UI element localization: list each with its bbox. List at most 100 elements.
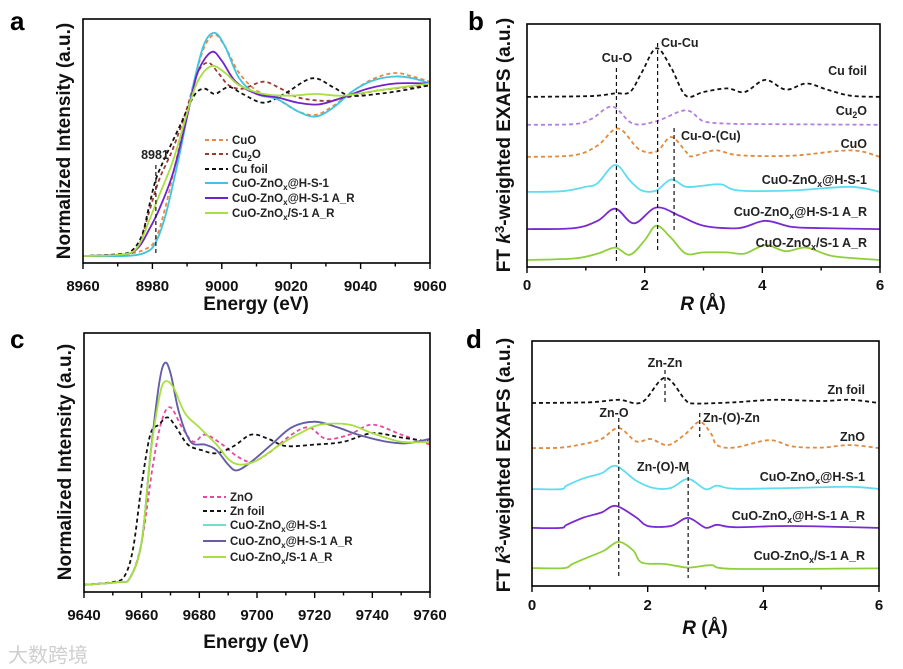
legend-item: ZnO xyxy=(203,492,253,504)
series-label: CuO-ZnOx@H-S-1 xyxy=(760,470,865,486)
legend-label: CuO-ZnOx/S-1 A_R xyxy=(232,208,335,222)
legend-item: CuO-ZnOx@H-S-1 A_R xyxy=(203,536,353,550)
series-line-cuo-znox-s-1-a-r xyxy=(82,64,431,257)
x-tick-label: 0 xyxy=(528,597,536,614)
legend-label: Cu foil xyxy=(232,164,268,176)
series-line-cu-foil xyxy=(82,77,431,257)
x-axis-title-d: R (Å) xyxy=(682,618,727,639)
series-line-cu2o xyxy=(82,61,431,257)
series-line-cuo xyxy=(526,127,881,158)
legend-label: ZnO xyxy=(230,492,253,504)
x-tick-label: 9640 xyxy=(67,607,100,624)
legend-item: Cu foil xyxy=(205,164,268,176)
x-tick-label: 9740 xyxy=(356,607,389,624)
annotation-label: Zn-Zn xyxy=(648,356,683,370)
series-line-cuo-znox-h-s-1-a-r xyxy=(526,206,881,230)
panel-letter-a: a xyxy=(10,6,25,36)
series-line-zno xyxy=(531,421,880,449)
legend-label: Zn foil xyxy=(230,506,265,518)
x-tick-label: 2 xyxy=(643,597,651,614)
legend-item: Zn foil xyxy=(203,506,265,518)
series-line-cuo-znox-h-s-1 xyxy=(526,164,881,193)
series-label: CuO-ZnOx@H-S-1 A_R xyxy=(734,205,867,221)
legend-item: Cu2O xyxy=(205,149,261,163)
panel-letter-c: c xyxy=(10,324,24,354)
legend-item: CuO-ZnOx@H-S-1 xyxy=(205,178,329,192)
series-label: CuO-ZnOx/S-1 A_R xyxy=(754,549,865,565)
annotation-label: Cu-O xyxy=(602,51,633,65)
series-label: CuO-ZnOx/S-1 A_R xyxy=(756,236,867,252)
legend-label: Cu2O xyxy=(232,149,261,163)
x-tick-label: 4 xyxy=(759,597,768,614)
panel-letter-b: b xyxy=(468,6,484,36)
x-tick-label: 4 xyxy=(758,277,767,294)
panel-letter-d: d xyxy=(466,324,482,354)
legend-label: CuO-ZnOx@H-S-1 xyxy=(232,178,329,192)
series-group xyxy=(531,376,880,570)
x-tick-label: 9680 xyxy=(183,607,216,624)
series-label: CuO-ZnOx@H-S-1 xyxy=(762,173,867,189)
legend-item: CuO xyxy=(205,135,256,147)
series-label: Zn foil xyxy=(828,383,866,397)
x-tick-label: 9720 xyxy=(298,607,331,624)
x-tick-label: 6 xyxy=(875,597,883,614)
series-label: CuO-ZnOx@H-S-1 A_R xyxy=(732,509,865,525)
x-tick-label: 6 xyxy=(876,277,884,294)
x-tick-label: 8960 xyxy=(66,278,99,295)
x-tick-label: 9020 xyxy=(275,278,308,295)
y-axis-title-a: Normalized Intensity (a.u.) xyxy=(54,23,75,259)
legend-label: CuO-ZnOx/S-1 A_R xyxy=(230,552,333,566)
legend-item: CuO-ZnOx/S-1 A_R xyxy=(203,552,333,566)
x-tick-label: 8980 xyxy=(136,278,169,295)
plot-frame xyxy=(83,332,431,593)
x-tick-label: 9000 xyxy=(205,278,238,295)
x-axis-title-b: R (Å) xyxy=(680,294,725,315)
series-label: Cu foil xyxy=(828,64,867,78)
series-group xyxy=(82,31,431,258)
series-line-cuo-znox-h-s-1-a-r xyxy=(82,50,431,257)
x-tick-label: 9700 xyxy=(240,607,273,624)
series-line-zn-foil xyxy=(531,376,880,405)
plot-frame xyxy=(526,23,881,268)
series-label: ZnO xyxy=(840,430,865,444)
series-line-cuo-znox-s-1-a-r xyxy=(83,380,431,586)
x-tick-label: 0 xyxy=(523,277,531,294)
series-line-cuo xyxy=(82,33,431,257)
y-axis-title-c: Normalized Intensity (a.u.) xyxy=(55,344,76,580)
x-tick-label: 2 xyxy=(640,277,648,294)
x-tick-label: 9760 xyxy=(413,607,446,624)
x-axis-title-a: Energy (eV) xyxy=(203,294,309,315)
legend-item: CuO-ZnOx@H-S-1 xyxy=(203,520,327,534)
x-tick-label: 9660 xyxy=(125,607,158,624)
legend-label: CuO xyxy=(232,135,256,147)
annotation-label: Cu-Cu xyxy=(661,36,699,50)
legend-item: CuO-ZnOx/S-1 A_R xyxy=(205,208,335,222)
x-tick-label: 9040 xyxy=(344,278,377,295)
annotation-label: Cu-O-(Cu) xyxy=(681,129,741,143)
y-axis-title-d: FT k3-weighted EXAFS (a.u.) xyxy=(492,338,515,592)
panel-b: 0 2 4 6 Cu foil Cu2O CuO CuO-ZnOx@H-S-1 CuO-ZnOx… xyxy=(523,23,884,294)
series-line-cuo-znox-s-1-a-r xyxy=(531,541,880,570)
series-line-cuo-znox-h-s-1 xyxy=(82,31,431,258)
series-line-cuo-znox-s-1-a-r xyxy=(526,224,881,261)
series-group xyxy=(526,47,881,261)
plot-frame xyxy=(531,340,880,587)
legend-item: CuO-ZnOx@H-S-1 A_R xyxy=(205,193,355,207)
series-line-cuo-znox-h-s-1-a-r xyxy=(531,504,880,530)
series-line-cuo-znox-h-s-1 xyxy=(531,464,880,491)
legend-label: CuO-ZnOx@H-S-1 A_R xyxy=(232,193,355,207)
series-line-cu-foil xyxy=(526,47,881,98)
annotation-label: Zn-O xyxy=(599,406,628,420)
x-axis-title-c: Energy (eV) xyxy=(203,632,309,653)
series-group xyxy=(83,361,431,586)
series-label: Cu2O xyxy=(836,104,868,120)
annotation-label: Zn-(O)-Zn xyxy=(703,411,760,425)
series-label: CuO xyxy=(841,137,868,151)
y-axis-title-b: FT k3-weighted EXAFS (a.u.) xyxy=(492,18,515,272)
watermark: 大数跨境 xyxy=(8,644,88,667)
panel-c: 9640 9660 9680 9700 9720 9740 9760 ZnO Zn foil Cu… xyxy=(67,332,447,624)
legend-label: CuO-ZnOx@H-S-1 A_R xyxy=(230,536,353,550)
